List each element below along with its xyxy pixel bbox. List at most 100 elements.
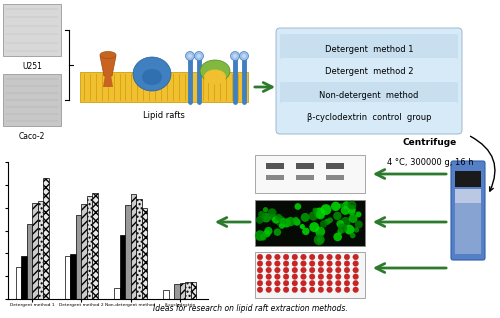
Circle shape [260, 234, 266, 241]
Circle shape [310, 287, 315, 293]
Circle shape [300, 274, 306, 280]
FancyBboxPatch shape [451, 161, 485, 260]
Bar [174, 284, 180, 299]
Circle shape [256, 216, 264, 224]
Circle shape [324, 219, 330, 225]
FancyBboxPatch shape [255, 200, 365, 246]
FancyBboxPatch shape [326, 175, 344, 180]
Circle shape [353, 274, 358, 280]
Circle shape [348, 201, 356, 210]
Circle shape [334, 232, 342, 241]
Circle shape [240, 52, 248, 60]
Bar [76, 215, 82, 299]
FancyBboxPatch shape [455, 189, 481, 203]
Circle shape [274, 280, 280, 286]
Bar [32, 203, 38, 299]
Circle shape [266, 261, 272, 266]
Circle shape [348, 208, 356, 215]
Circle shape [342, 201, 350, 209]
Circle shape [318, 274, 324, 280]
Circle shape [327, 261, 332, 266]
Text: Detergent  method 1: Detergent method 1 [325, 45, 413, 53]
Circle shape [264, 227, 272, 235]
Bar [186, 282, 191, 299]
FancyBboxPatch shape [280, 102, 458, 128]
FancyBboxPatch shape [296, 163, 314, 169]
FancyBboxPatch shape [255, 252, 365, 298]
Circle shape [348, 205, 356, 213]
FancyBboxPatch shape [280, 82, 458, 108]
Circle shape [266, 254, 272, 260]
FancyBboxPatch shape [276, 28, 462, 134]
Circle shape [258, 211, 265, 218]
Bar [82, 204, 87, 299]
Circle shape [309, 211, 318, 221]
FancyArrowPatch shape [255, 83, 272, 92]
Circle shape [274, 261, 280, 266]
Ellipse shape [133, 57, 171, 91]
Circle shape [310, 254, 315, 260]
FancyBboxPatch shape [3, 74, 61, 126]
Polygon shape [103, 75, 113, 87]
Circle shape [292, 280, 298, 286]
Circle shape [292, 267, 298, 273]
Circle shape [276, 216, 286, 226]
Bar [21, 256, 26, 299]
Bar [142, 208, 147, 299]
Circle shape [282, 218, 291, 228]
Text: Detergent  method 2: Detergent method 2 [325, 67, 413, 77]
Circle shape [327, 280, 332, 286]
Circle shape [300, 287, 306, 293]
Bar [26, 224, 32, 299]
Bar [64, 256, 70, 299]
Circle shape [344, 287, 350, 293]
Circle shape [318, 261, 324, 266]
Circle shape [316, 211, 325, 219]
Circle shape [340, 217, 350, 227]
Circle shape [336, 280, 341, 286]
FancyArrowPatch shape [218, 218, 250, 226]
Circle shape [261, 213, 271, 223]
Circle shape [284, 280, 289, 286]
Circle shape [274, 287, 280, 293]
Circle shape [336, 220, 344, 228]
Circle shape [327, 267, 332, 273]
Circle shape [348, 214, 358, 223]
Circle shape [292, 261, 298, 266]
Circle shape [293, 217, 299, 223]
FancyBboxPatch shape [266, 163, 284, 169]
FancyArrowPatch shape [376, 169, 446, 178]
Circle shape [309, 222, 319, 232]
Circle shape [354, 227, 359, 232]
Circle shape [274, 254, 280, 260]
Bar [125, 205, 130, 299]
Circle shape [280, 218, 286, 225]
Circle shape [315, 227, 325, 237]
Circle shape [284, 274, 289, 280]
Circle shape [257, 274, 263, 280]
Bar [114, 287, 119, 299]
Circle shape [274, 267, 280, 273]
Circle shape [257, 287, 263, 293]
Circle shape [194, 52, 203, 60]
Bar [180, 282, 186, 299]
Bar [136, 199, 141, 299]
Circle shape [270, 214, 276, 220]
Ellipse shape [204, 70, 226, 85]
Circle shape [292, 254, 298, 260]
Text: Caco-2: Caco-2 [19, 132, 45, 141]
Circle shape [327, 274, 332, 280]
Text: 4 °C, 300000 g, 16 h: 4 °C, 300000 g, 16 h [386, 158, 474, 167]
Circle shape [268, 208, 276, 217]
Circle shape [310, 267, 315, 273]
Circle shape [320, 220, 328, 228]
Text: Ideas for research on lipid raft extraction methods.: Ideas for research on lipid raft extract… [152, 304, 348, 313]
Bar [130, 194, 136, 299]
Circle shape [327, 254, 332, 260]
Circle shape [318, 287, 324, 293]
Circle shape [257, 280, 263, 286]
Circle shape [186, 52, 194, 60]
Circle shape [300, 261, 306, 266]
Circle shape [353, 280, 358, 286]
FancyBboxPatch shape [296, 175, 314, 180]
